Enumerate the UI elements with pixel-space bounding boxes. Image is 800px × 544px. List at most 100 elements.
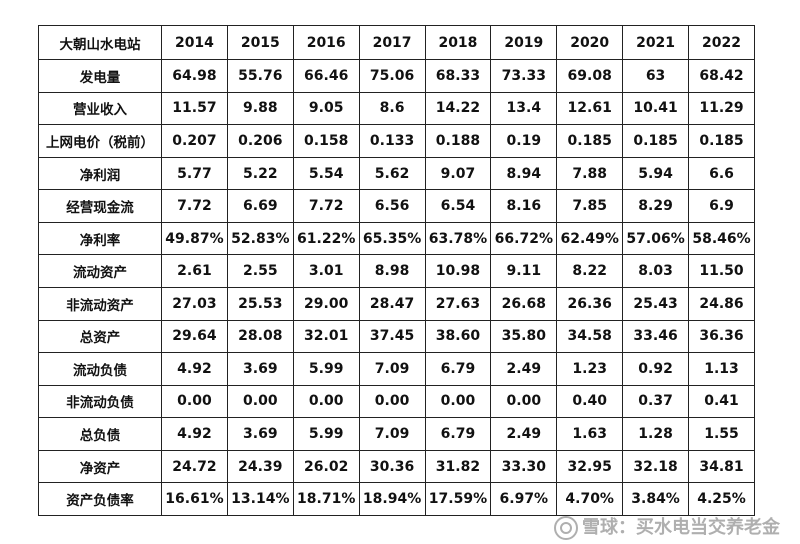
table-row: 净资产 24.72 24.39 26.02 30.36 31.82 33.30 32.95 32… xyxy=(38,449,755,484)
value-cell: 26.02 xyxy=(292,449,360,484)
value-cell: 5.54 xyxy=(292,156,360,191)
value-cell: 1.63 xyxy=(556,417,624,451)
year-header-cell: 2017 xyxy=(358,24,426,61)
table-row: 经营现金流 7.72 6.69 7.72 6.56 6.54 8.16 7.85 8.29 6.9 xyxy=(38,189,755,223)
value-cell: 32.01 xyxy=(292,319,360,354)
value-cell: 4.25% xyxy=(688,482,755,516)
value-cell: 58.46% xyxy=(688,221,755,256)
table-row: 非流动资产 27.03 25.53 29.00 28.47 27.63 26.68 26.36… xyxy=(38,287,755,321)
value-cell: 9.05 xyxy=(292,91,360,126)
value-cell: 49.87% xyxy=(161,221,228,256)
value-cell: 8.98 xyxy=(358,254,426,288)
value-cell: 0.185 xyxy=(688,124,755,158)
value-cell: 0.133 xyxy=(358,124,426,158)
value-cell: 7.85 xyxy=(556,189,624,223)
value-cell: 68.42 xyxy=(688,59,755,93)
value-cell: 27.63 xyxy=(424,287,492,321)
value-cell: 73.33 xyxy=(490,59,558,93)
value-cell: 24.86 xyxy=(688,287,755,321)
value-cell: 0.207 xyxy=(161,124,228,158)
value-cell: 52.83% xyxy=(226,221,294,256)
row-label-cell: 流动负债 xyxy=(38,352,162,386)
row-label-cell: 非流动资产 xyxy=(38,287,162,321)
value-cell: 18.94% xyxy=(358,482,426,516)
value-cell: 7.72 xyxy=(161,189,228,223)
table-row: 营业收入 11.57 9.88 9.05 8.6 14.22 13.4 12.61 10.41 1… xyxy=(38,91,755,126)
value-cell: 29.64 xyxy=(161,319,228,354)
table-row: 流动负债 4.92 3.69 5.99 7.09 6.79 2.49 1.23 0.92 1.13 xyxy=(38,352,755,386)
value-cell: 69.08 xyxy=(556,59,624,93)
value-cell: 28.08 xyxy=(226,319,294,354)
value-cell: 11.50 xyxy=(688,254,755,288)
row-label-cell: 流动资产 xyxy=(38,254,162,288)
value-cell: 2.55 xyxy=(226,254,294,288)
row-label-cell: 营业收入 xyxy=(38,91,162,126)
year-header-cell: 2018 xyxy=(424,24,492,61)
value-cell: 7.88 xyxy=(556,156,624,191)
value-cell: 7.09 xyxy=(358,417,426,451)
value-cell: 0.00 xyxy=(161,384,228,419)
value-cell: 11.57 xyxy=(161,91,228,126)
value-cell: 33.46 xyxy=(622,319,689,354)
value-cell: 27.03 xyxy=(161,287,228,321)
row-label-cell: 净利润 xyxy=(38,156,162,191)
value-cell: 66.46 xyxy=(292,59,360,93)
value-cell: 6.56 xyxy=(358,189,426,223)
value-cell: 65.35% xyxy=(358,221,426,256)
header-row: 大朝山水电站 2014 2015 2016 2017 2018 2019 2020 2021 20… xyxy=(38,24,755,61)
value-cell: 64.98 xyxy=(161,59,228,93)
value-cell: 2.61 xyxy=(161,254,228,288)
value-cell: 4.92 xyxy=(161,417,228,451)
value-cell: 6.6 xyxy=(688,156,755,191)
table-title-cell: 大朝山水电站 xyxy=(38,24,162,61)
value-cell: 10.98 xyxy=(424,254,492,288)
year-header-cell: 2021 xyxy=(622,24,689,61)
value-cell: 63 xyxy=(622,59,689,93)
value-cell: 5.94 xyxy=(622,156,689,191)
value-cell: 34.58 xyxy=(556,319,624,354)
value-cell: 25.43 xyxy=(622,287,689,321)
value-cell: 31.82 xyxy=(424,449,492,484)
value-cell: 66.72% xyxy=(490,221,558,256)
value-cell: 18.71% xyxy=(292,482,360,516)
value-cell: 35.80 xyxy=(490,319,558,354)
value-cell: 9.88 xyxy=(226,91,294,126)
value-cell: 17.59% xyxy=(424,482,492,516)
value-cell: 34.81 xyxy=(688,449,755,484)
row-label-cell: 发电量 xyxy=(38,59,162,93)
table-row: 净利润 5.77 5.22 5.54 5.62 9.07 8.94 7.88 5.94 6.6 xyxy=(38,156,755,191)
value-cell: 26.68 xyxy=(490,287,558,321)
value-cell: 9.11 xyxy=(490,254,558,288)
value-cell: 36.36 xyxy=(688,319,755,354)
value-cell: 2.49 xyxy=(490,417,558,451)
table-row: 上网电价（税前） 0.207 0.206 0.158 0.133 0.188 0.19 0.1… xyxy=(38,124,755,158)
value-cell: 32.95 xyxy=(556,449,624,484)
year-header-cell: 2016 xyxy=(292,24,360,61)
value-cell: 6.9 xyxy=(688,189,755,223)
value-cell: 0.00 xyxy=(358,384,426,419)
value-cell: 8.29 xyxy=(622,189,689,223)
value-cell: 0.19 xyxy=(490,124,558,158)
value-cell: 8.22 xyxy=(556,254,624,288)
value-cell: 0.00 xyxy=(226,384,294,419)
row-label-cell: 总负债 xyxy=(38,417,162,451)
value-cell: 8.6 xyxy=(358,91,426,126)
row-label-cell: 上网电价（税前） xyxy=(38,124,162,158)
value-cell: 5.22 xyxy=(226,156,294,191)
value-cell: 1.23 xyxy=(556,352,624,386)
data-table: 大朝山水电站 2014 2015 2016 2017 2018 2019 2020 2021 20… xyxy=(38,24,755,516)
value-cell: 26.36 xyxy=(556,287,624,321)
value-cell: 1.55 xyxy=(688,417,755,451)
value-cell: 28.47 xyxy=(358,287,426,321)
value-cell: 1.28 xyxy=(622,417,689,451)
value-cell: 62.49% xyxy=(556,221,624,256)
row-label-cell: 非流动负债 xyxy=(38,384,162,419)
value-cell: 2.49 xyxy=(490,352,558,386)
year-header-cell: 2020 xyxy=(556,24,624,61)
value-cell: 68.33 xyxy=(424,59,492,93)
value-cell: 10.41 xyxy=(622,91,689,126)
value-cell: 0.188 xyxy=(424,124,492,158)
value-cell: 0.00 xyxy=(490,384,558,419)
value-cell: 9.07 xyxy=(424,156,492,191)
value-cell: 7.09 xyxy=(358,352,426,386)
